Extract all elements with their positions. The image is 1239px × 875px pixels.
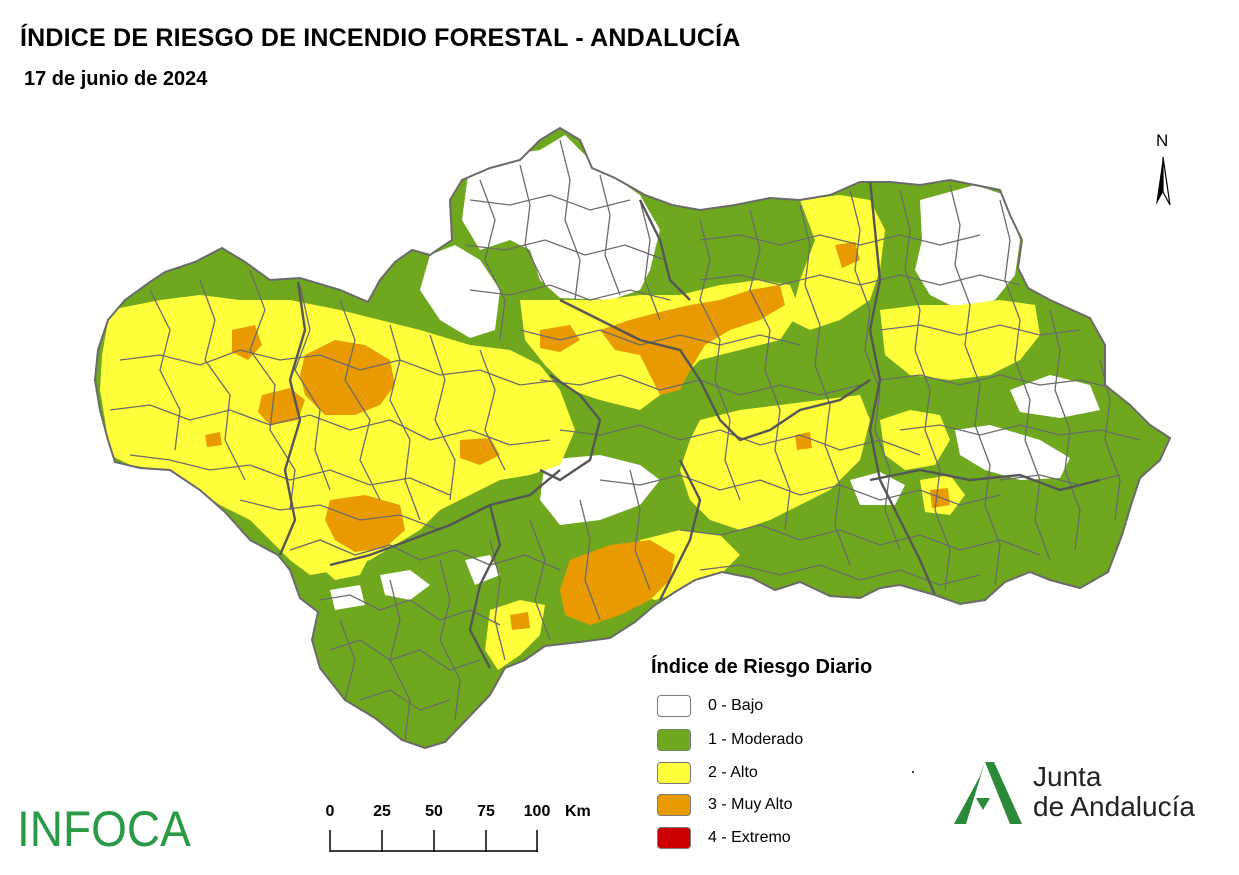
legend-item-alto: 2 - Alto — [657, 760, 758, 786]
legend-item-muy-alto: 3 - Muy Alto — [657, 792, 792, 818]
scale-label-75: 75 — [477, 803, 495, 820]
legend-title: Índice de Riesgo Diario — [651, 656, 873, 678]
north-label: N — [1156, 131, 1169, 150]
stray-mark — [912, 771, 914, 773]
legend-label-extremo: 4 - Extremo — [708, 829, 791, 846]
scale-label-50: 50 — [425, 803, 443, 820]
legend-label-muy-alto: 3 - Muy Alto — [708, 796, 793, 813]
junta-logo-line2: de Andalucía — [1033, 791, 1195, 822]
north-arrow-icon — [1156, 156, 1171, 206]
legend-item-extremo: 4 - Extremo — [657, 825, 791, 851]
legend-swatch-bajo — [657, 695, 691, 717]
scale-label-0: 0 — [325, 803, 335, 820]
risk-zones-very-high — [205, 242, 950, 630]
infoca-logo: INFOCA — [17, 801, 191, 857]
region-base — [95, 128, 1170, 748]
scale-unit: Km — [565, 803, 591, 820]
legend-label-alto: 2 - Alto — [708, 764, 758, 781]
legend-swatch-alto — [657, 762, 691, 784]
scale-bar — [329, 830, 538, 852]
region-outline — [93, 126, 1172, 750]
legend-swatch-muy-alto — [657, 794, 691, 816]
junta-logo-line1: Junta — [1033, 761, 1102, 792]
legend-label-moderado: 1 - Moderado — [708, 731, 804, 748]
map-date: 17 de junio de 2024 — [24, 68, 208, 90]
scale-label-25: 25 — [373, 803, 391, 820]
legend-swatch-extremo — [657, 827, 691, 849]
legend-swatch-moderado — [657, 729, 691, 751]
province-boundaries — [278, 179, 1101, 669]
legend-label-bajo: 0 - Bajo — [708, 697, 764, 714]
legend-item-moderado: 1 - Moderado — [657, 727, 803, 753]
map-title: ÍNDICE DE RIESGO DE INCENDIO FORESTAL - … — [20, 24, 741, 52]
junta-andalucia-logo: Junta de Andalucía — [1033, 762, 1195, 822]
junta-andalucia-emblem-icon — [954, 762, 1022, 824]
legend-item-bajo: 0 - Bajo — [657, 693, 763, 719]
scale-label-100: 100 — [523, 803, 551, 820]
municipal-boundaries — [109, 139, 1141, 741]
